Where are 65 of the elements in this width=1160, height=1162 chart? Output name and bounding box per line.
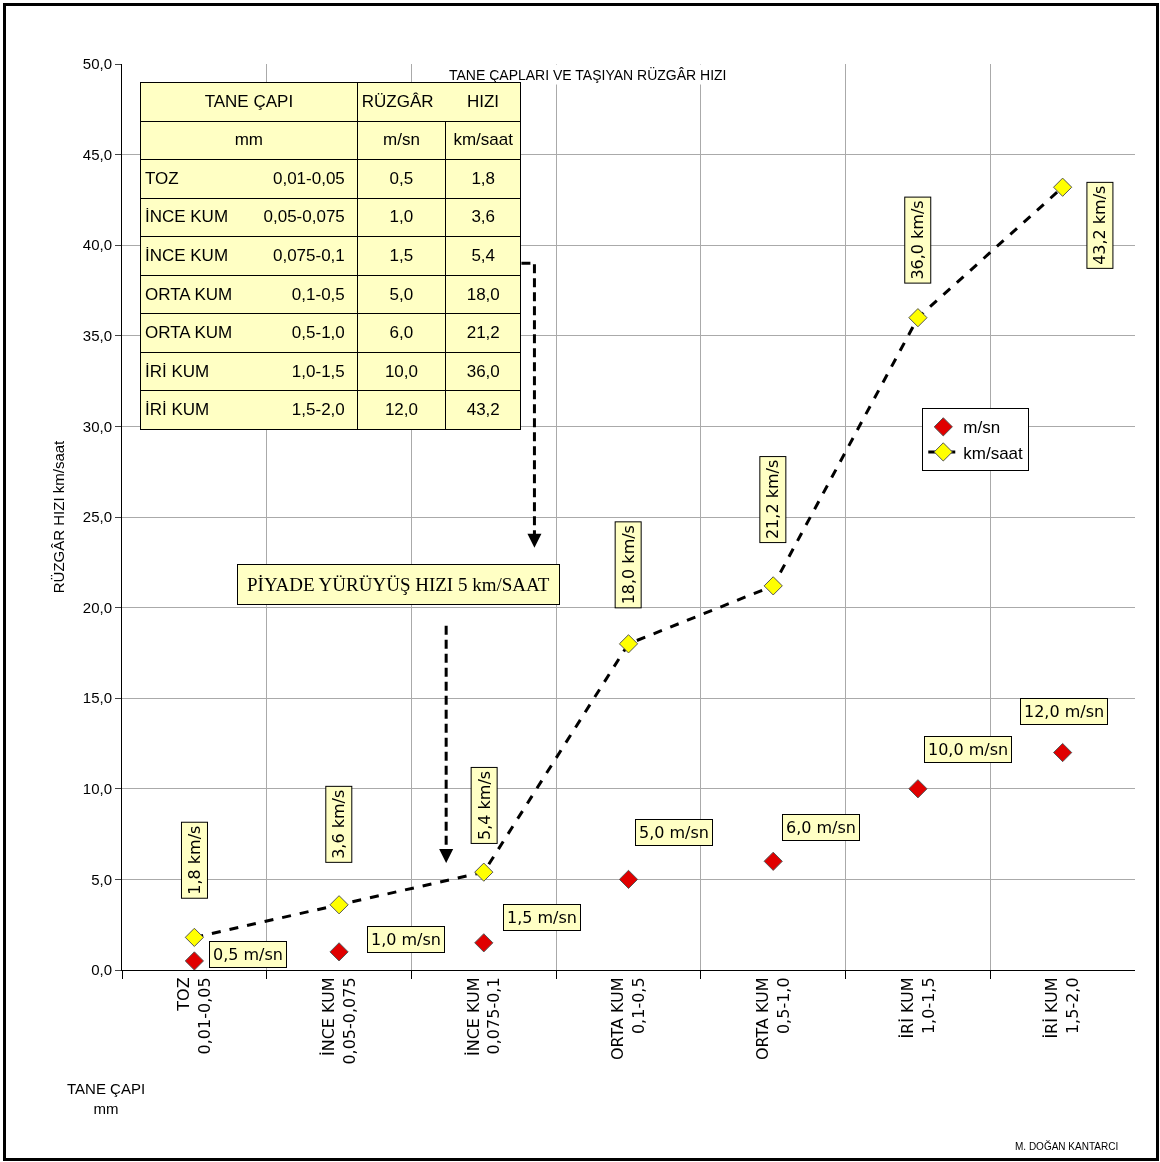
data-label: 3,6 km/s: [329, 789, 349, 859]
annotation: 6,0: [357, 313, 446, 353]
y-axis-title: RÜZGÂR HIZI km/saat: [50, 439, 68, 594]
category-label: ORTA KUM 0,5-1,0: [144, 323, 345, 343]
annotation: 12,0: [357, 390, 446, 430]
y-tick-label: 15,0: [82, 689, 112, 707]
category-label: İRİ KUM 1,0-1,5: [144, 361, 345, 381]
x-tick-label: İNCE KUM 0,05-0,075: [318, 977, 359, 1065]
data-label: 36,0 km/s: [908, 200, 928, 280]
data-label: 18,0 km/s: [618, 525, 638, 605]
annotation: 5,4: [445, 236, 521, 276]
annotation: 36,0: [445, 352, 521, 391]
data-label: 1,5 m/sn: [507, 908, 577, 927]
x-tick-label: ORTA KUM 0,5-1,0: [753, 977, 793, 1061]
annotation: 21,2: [445, 313, 521, 353]
annotation: 5,0: [357, 275, 446, 314]
y-tick-label: 50,0: [82, 55, 112, 73]
data-label: 10,0 m/sn: [928, 740, 1009, 759]
category-label: TOZ 0,01-0,05: [144, 168, 345, 188]
annotation: 3,6: [445, 198, 521, 237]
y-tick-label: 10,0: [82, 780, 112, 798]
legend-label: km/saat: [963, 443, 1024, 463]
data-label: 0,5 m/sn: [213, 945, 283, 964]
data-label: 43,2 km/s: [1090, 185, 1110, 265]
y-tick-label: 30,0: [82, 417, 112, 435]
category-label: İNCE KUM 0,075-0,1: [144, 246, 345, 265]
y-tick-label: 45,0: [82, 145, 112, 163]
annotation: km/saat: [445, 121, 521, 160]
data-label: 1,8 km/s: [184, 825, 204, 895]
data-label: 6,0 m/sn: [786, 818, 856, 837]
annotation: HIZI: [445, 82, 521, 122]
x-tick-label: İRİ KUM 1,5-2,0: [1042, 977, 1083, 1039]
category-label: ORTA KUM 0,1-0,5: [144, 284, 345, 304]
chart-title: TANE ÇAPLARI VE TAŞIYAN RÜZGÂR HIZI: [449, 66, 727, 83]
text: TANE ÇAPI mm: [67, 1080, 146, 1117]
text: TANE ÇAPI mm: [204, 91, 294, 150]
annotation: 10,0: [357, 352, 446, 391]
x-tick-label: İRİ KUM 1,0-1,5: [897, 977, 938, 1039]
x-tick-label: İNCE KUM 0,075-0,1: [463, 977, 504, 1057]
data-label: 5,4 km/s: [474, 770, 494, 840]
annotation: 1,0: [357, 198, 446, 237]
legend-label: m/sn: [963, 418, 1001, 438]
annotation: RÜZGÂR: [357, 82, 446, 122]
data-label: 12,0 m/sn: [1024, 702, 1105, 721]
y-tick-label: 0,0: [91, 961, 112, 979]
annotation: m/sn: [357, 121, 446, 160]
category-label: İRİ KUM 1,5-2,0: [144, 400, 345, 420]
category-label: İNCE KUM 0,05-0,075: [144, 207, 345, 227]
y-tick-label: 40,0: [82, 236, 112, 254]
annotation: 18,0: [445, 275, 521, 314]
annotation: 1,5: [357, 236, 446, 276]
annotation: 0,5: [357, 159, 446, 199]
y-tick-label: 20,0: [82, 598, 112, 616]
annotation: 1,8: [445, 159, 521, 199]
data-label: 1,0 m/sn: [371, 930, 441, 949]
annotation: PİYADE YÜRÜYÜŞ HIZI 5 km/SAAT: [247, 574, 550, 595]
annotation: 43,2: [445, 390, 521, 430]
text: M. DOĞAN KANTARCI: [1015, 1140, 1119, 1152]
x-tick-label: ORTA KUM 0,1-0,5: [608, 977, 649, 1061]
data-label: 5,0 m/sn: [639, 823, 709, 842]
x-tick-label: TOZ 0,01-0,05: [174, 977, 214, 1055]
y-tick-label: 5,0: [91, 870, 112, 888]
y-tick-label: 25,0: [82, 508, 112, 526]
data-label: 21,2 km/s: [763, 459, 783, 540]
y-tick-label: 35,0: [82, 327, 112, 345]
